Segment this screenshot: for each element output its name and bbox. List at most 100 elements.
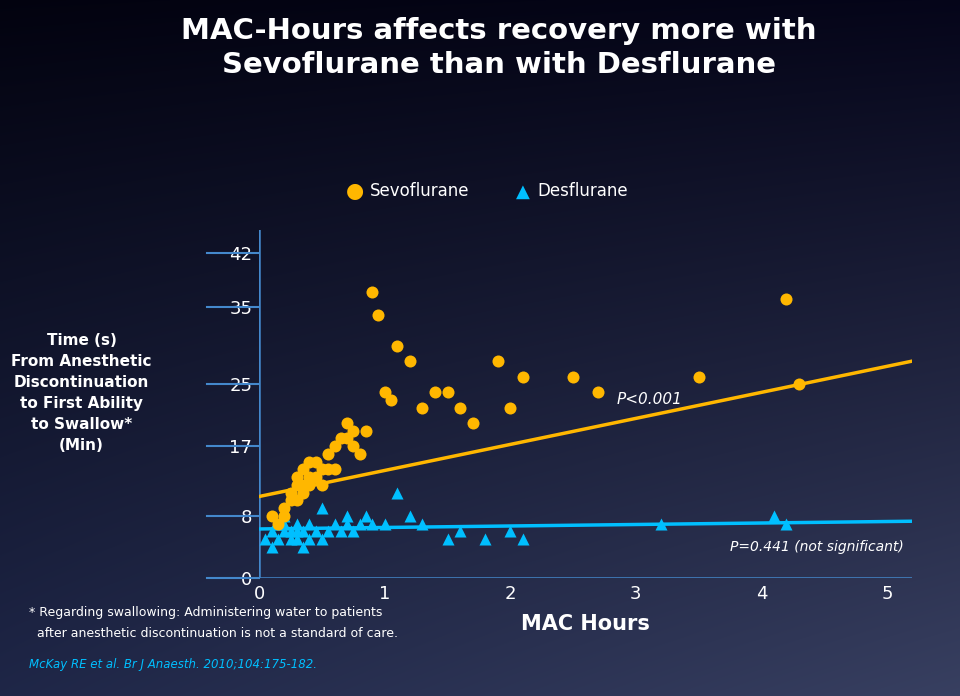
Point: [314, 480, 329, 491]
Point: [296, 487, 311, 498]
Point: [377, 386, 393, 397]
Text: P=0.441 (not significant): P=0.441 (not significant): [730, 539, 903, 553]
Point: [276, 503, 292, 514]
Point: [296, 525, 311, 537]
Point: [276, 518, 292, 529]
Point: [452, 525, 468, 537]
Point: [289, 472, 304, 483]
Point: [653, 518, 668, 529]
Point: [301, 472, 317, 483]
Point: [276, 510, 292, 521]
Text: P<0.001: P<0.001: [617, 392, 683, 406]
Point: [791, 379, 806, 390]
Point: [296, 541, 311, 553]
Point: [365, 518, 380, 529]
Point: [308, 525, 324, 537]
Point: [415, 402, 430, 413]
Point: [326, 441, 342, 452]
Point: [691, 371, 707, 382]
Point: [340, 510, 355, 521]
Point: [383, 394, 398, 405]
Point: [283, 487, 299, 498]
Text: MAC-Hours affects recovery more with
Sevoflurane than with Desflurane: MAC-Hours affects recovery more with Sev…: [181, 17, 817, 79]
Point: [289, 525, 304, 537]
Text: ●: ●: [346, 182, 365, 201]
Point: [314, 503, 329, 514]
Point: [264, 541, 279, 553]
Point: [340, 433, 355, 444]
Point: [289, 533, 304, 544]
Point: [326, 464, 342, 475]
Point: [333, 525, 348, 537]
Point: [346, 525, 361, 537]
Point: [308, 456, 324, 467]
Point: [308, 472, 324, 483]
Point: [346, 441, 361, 452]
Point: [346, 425, 361, 436]
Point: [276, 510, 292, 521]
Point: [377, 518, 393, 529]
Point: [276, 525, 292, 537]
Point: [301, 518, 317, 529]
Point: [321, 448, 336, 459]
Point: [402, 510, 418, 521]
Point: [390, 340, 405, 351]
Point: [390, 487, 405, 498]
Point: [371, 309, 386, 320]
Point: [314, 533, 329, 544]
Point: [271, 518, 286, 529]
Point: [301, 480, 317, 491]
Point: [516, 533, 531, 544]
Text: ▲: ▲: [516, 182, 530, 200]
Point: [779, 518, 794, 529]
Point: [440, 386, 455, 397]
Point: [415, 518, 430, 529]
Point: [314, 464, 329, 475]
Point: [340, 518, 355, 529]
Point: [779, 294, 794, 305]
Point: [358, 425, 373, 436]
Point: [516, 371, 531, 382]
Point: [271, 533, 286, 544]
Point: [283, 495, 299, 506]
Point: [264, 510, 279, 521]
Text: McKay RE et al. Br J Anaesth. 2010;104:175-182.: McKay RE et al. Br J Anaesth. 2010;104:1…: [29, 658, 317, 671]
Point: [289, 495, 304, 506]
Point: [301, 456, 317, 467]
Point: [766, 510, 781, 521]
Point: [352, 448, 368, 459]
Point: [465, 418, 480, 429]
Point: [590, 386, 606, 397]
Point: [264, 525, 279, 537]
Point: [440, 533, 455, 544]
Point: [296, 464, 311, 475]
Point: [503, 525, 518, 537]
Point: [258, 533, 274, 544]
Text: after anesthetic discontinuation is not a standard of care.: after anesthetic discontinuation is not …: [29, 627, 397, 640]
Text: Sevoflurane: Sevoflurane: [370, 182, 469, 200]
Text: Time (s)
From Anesthetic
Discontinuation
to First Ability
to Swallow*
(Min): Time (s) From Anesthetic Discontinuation…: [12, 333, 152, 453]
Point: [333, 433, 348, 444]
Point: [289, 480, 304, 491]
X-axis label: MAC Hours: MAC Hours: [521, 614, 650, 634]
Point: [340, 418, 355, 429]
Point: [427, 386, 443, 397]
Point: [477, 533, 492, 544]
Point: [402, 356, 418, 367]
Point: [358, 510, 373, 521]
Point: [271, 518, 286, 529]
Point: [565, 371, 581, 382]
Text: * Regarding swallowing: Administering water to patients: * Regarding swallowing: Administering wa…: [29, 606, 382, 619]
Point: [503, 402, 518, 413]
Point: [289, 518, 304, 529]
Point: [365, 286, 380, 297]
Point: [490, 356, 505, 367]
Point: [283, 533, 299, 544]
Point: [296, 480, 311, 491]
Point: [352, 518, 368, 529]
Point: [283, 525, 299, 537]
Point: [301, 533, 317, 544]
Point: [452, 402, 468, 413]
Text: Desflurane: Desflurane: [538, 182, 628, 200]
Point: [321, 464, 336, 475]
